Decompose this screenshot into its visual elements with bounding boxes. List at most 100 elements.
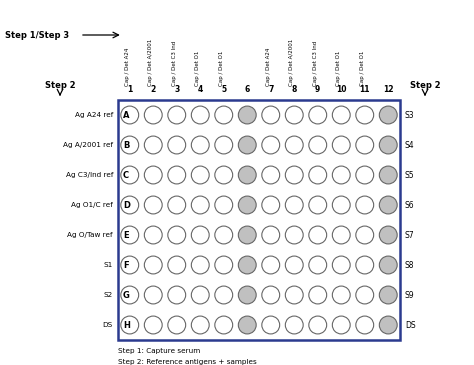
Text: Cap / Det C3 Ind: Cap / Det C3 Ind: [172, 41, 177, 86]
Text: 12: 12: [383, 85, 393, 94]
Text: Cap / Det C3 Ind: Cap / Det C3 Ind: [313, 41, 318, 86]
Circle shape: [215, 136, 233, 154]
Text: 6: 6: [245, 85, 250, 94]
Circle shape: [309, 316, 327, 334]
Circle shape: [379, 136, 397, 154]
Circle shape: [168, 226, 186, 244]
Text: 7: 7: [268, 85, 273, 94]
Circle shape: [121, 256, 139, 274]
Text: Ag A24 ref: Ag A24 ref: [75, 112, 113, 118]
Circle shape: [215, 226, 233, 244]
Text: Step 2: Step 2: [410, 81, 440, 90]
Circle shape: [379, 106, 397, 124]
Circle shape: [379, 256, 397, 274]
Text: S8: S8: [405, 261, 414, 269]
Text: 5: 5: [221, 85, 226, 94]
Circle shape: [262, 136, 280, 154]
Text: H: H: [123, 320, 130, 330]
Text: Step 2: Step 2: [45, 81, 75, 90]
Circle shape: [309, 256, 327, 274]
Text: S2: S2: [104, 292, 113, 298]
Circle shape: [238, 286, 256, 304]
Circle shape: [238, 316, 256, 334]
Circle shape: [215, 196, 233, 214]
Text: DS: DS: [405, 320, 416, 330]
Circle shape: [215, 256, 233, 274]
Circle shape: [191, 256, 209, 274]
Circle shape: [332, 226, 350, 244]
Text: S3: S3: [405, 111, 415, 119]
Circle shape: [238, 166, 256, 184]
Circle shape: [191, 286, 209, 304]
Circle shape: [168, 316, 186, 334]
Text: 1: 1: [127, 85, 132, 94]
Text: G: G: [123, 291, 130, 300]
Circle shape: [262, 106, 280, 124]
Circle shape: [168, 256, 186, 274]
Circle shape: [285, 106, 303, 124]
Text: 10: 10: [336, 85, 346, 94]
Text: S6: S6: [405, 200, 415, 210]
Circle shape: [332, 196, 350, 214]
Circle shape: [332, 106, 350, 124]
Text: Ag O/Taw ref: Ag O/Taw ref: [67, 232, 113, 238]
Circle shape: [332, 286, 350, 304]
Circle shape: [309, 106, 327, 124]
Circle shape: [191, 316, 209, 334]
Circle shape: [262, 286, 280, 304]
Circle shape: [191, 226, 209, 244]
Circle shape: [191, 196, 209, 214]
Circle shape: [121, 316, 139, 334]
Circle shape: [144, 136, 162, 154]
Circle shape: [262, 316, 280, 334]
Circle shape: [121, 166, 139, 184]
Circle shape: [379, 316, 397, 334]
Circle shape: [309, 136, 327, 154]
Circle shape: [285, 166, 303, 184]
Circle shape: [356, 196, 374, 214]
Text: Step 1/Step 3: Step 1/Step 3: [5, 31, 69, 39]
Bar: [118, 100, 400, 340]
Circle shape: [332, 316, 350, 334]
Text: S7: S7: [405, 231, 415, 239]
Circle shape: [262, 226, 280, 244]
Text: A: A: [123, 111, 129, 119]
Circle shape: [168, 106, 186, 124]
Text: F: F: [123, 261, 128, 269]
Text: Ag C3/Ind ref: Ag C3/Ind ref: [65, 172, 113, 178]
Circle shape: [121, 196, 139, 214]
Text: B: B: [123, 141, 129, 150]
Text: Cap / Det O1: Cap / Det O1: [195, 51, 200, 86]
Circle shape: [262, 196, 280, 214]
Text: S5: S5: [405, 170, 415, 180]
Circle shape: [121, 286, 139, 304]
Circle shape: [144, 166, 162, 184]
Circle shape: [238, 226, 256, 244]
Circle shape: [332, 256, 350, 274]
Circle shape: [285, 286, 303, 304]
Circle shape: [262, 166, 280, 184]
Text: Cap / Det A24: Cap / Det A24: [266, 47, 271, 86]
Circle shape: [215, 316, 233, 334]
Text: S4: S4: [405, 141, 415, 150]
Circle shape: [144, 226, 162, 244]
Circle shape: [356, 106, 374, 124]
Circle shape: [168, 136, 186, 154]
Text: Cap / Det O1: Cap / Det O1: [219, 51, 224, 86]
Circle shape: [238, 256, 256, 274]
Text: 8: 8: [292, 85, 297, 94]
Text: DS: DS: [103, 322, 113, 328]
Circle shape: [356, 286, 374, 304]
Circle shape: [121, 106, 139, 124]
Circle shape: [309, 286, 327, 304]
Text: Step 1: Capture serum: Step 1: Capture serum: [118, 348, 200, 354]
Text: C: C: [123, 170, 129, 180]
Text: 4: 4: [198, 85, 203, 94]
Text: 11: 11: [359, 85, 370, 94]
Circle shape: [238, 196, 256, 214]
Circle shape: [356, 316, 374, 334]
Circle shape: [285, 316, 303, 334]
Circle shape: [121, 226, 139, 244]
Text: D: D: [123, 200, 130, 210]
Text: Cap / Det A/2001: Cap / Det A/2001: [148, 39, 153, 86]
